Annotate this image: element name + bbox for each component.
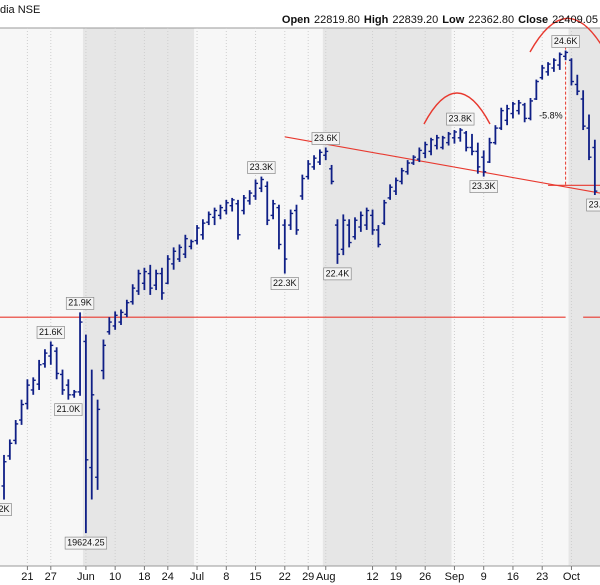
- header-value: 22362.80: [468, 14, 514, 26]
- label-box: [0, 503, 12, 516]
- x-tick-label: 9: [481, 571, 487, 583]
- x-tick-label: Jul: [190, 571, 204, 583]
- x-tick-label: 22: [279, 571, 291, 583]
- label-box: [551, 35, 580, 48]
- label-box: [247, 161, 276, 174]
- label-text: 22.3K: [273, 278, 297, 288]
- x-tick-label: 15: [249, 571, 261, 583]
- label-text: 19624.25: [67, 537, 105, 547]
- trend-line: [284, 136, 600, 194]
- point-label: 21.9K: [65, 297, 95, 310]
- label-text: 2K: [0, 504, 10, 514]
- label-text: 23.: [589, 199, 600, 209]
- label-text: 23.3K: [250, 162, 274, 172]
- label-box: [469, 180, 498, 193]
- point-label: 24.6K: [551, 35, 580, 48]
- header-label: High: [364, 14, 389, 26]
- label-box: [36, 326, 65, 339]
- label-text: 21.9K: [68, 298, 92, 308]
- point-label: 23.: [586, 198, 600, 212]
- x-tick-label: Oct: [563, 571, 580, 583]
- x-tick-label: 12: [366, 571, 378, 583]
- label-box: [586, 198, 600, 212]
- month-band: [568, 28, 600, 566]
- month-band: [322, 28, 452, 566]
- label-text: 24.6K: [554, 36, 578, 46]
- instrument-name: dia NSE: [0, 4, 40, 16]
- point-label: 22.3K: [270, 277, 299, 290]
- point-label: 21.0K: [54, 403, 83, 417]
- x-tick-label: Sep: [445, 571, 465, 583]
- label-box: [54, 403, 83, 417]
- x-tick-label: 19: [390, 571, 402, 583]
- x-tick-label: 16: [507, 571, 519, 583]
- label-text: 21.6K: [39, 327, 63, 337]
- label-text: 23.3K: [472, 181, 496, 191]
- label-box: [64, 536, 108, 550]
- point-label: 22.4K: [323, 267, 352, 281]
- background: [0, 27, 600, 567]
- label-text: 23.8K: [449, 113, 473, 123]
- point-label: 23.3K: [469, 180, 498, 193]
- x-tick-label: 24: [162, 571, 174, 583]
- point-label: 23.6K: [311, 132, 340, 145]
- x-tick-label: 29: [302, 571, 314, 583]
- month-band: [82, 28, 195, 566]
- label-text: 22.4K: [326, 268, 350, 278]
- label-box: [65, 297, 95, 310]
- x-tick-label: Aug: [316, 571, 336, 583]
- point-label: 19624.25: [64, 536, 108, 550]
- x-tick-label: 21: [21, 571, 33, 583]
- x-tick-label: 23: [536, 571, 548, 583]
- label-text: 21.0K: [57, 404, 81, 414]
- x-tick-label: 18: [138, 571, 150, 583]
- label-box: [323, 267, 352, 281]
- x-tick-label: Jun: [77, 571, 95, 583]
- header-label: Low: [442, 14, 464, 26]
- header-value: 22819.80: [314, 14, 360, 26]
- header-value: 22409.05: [552, 14, 598, 26]
- point-label: 23.3K: [247, 161, 276, 174]
- label-box: [270, 277, 299, 290]
- x-tick-label: 10: [109, 571, 121, 583]
- x-tick-label: 26: [419, 571, 431, 583]
- header-value: 22839.20: [392, 14, 438, 26]
- measure-label: -5.8%: [539, 110, 563, 120]
- label-box: [311, 132, 340, 145]
- header-label: Close: [518, 14, 548, 26]
- header-label: Open: [282, 14, 310, 26]
- pattern-arc: [529, 17, 600, 53]
- x-tick-label: 8: [223, 571, 229, 583]
- point-label: 21.6K: [36, 326, 65, 339]
- x-tick-label: 27: [45, 571, 57, 583]
- point-label: 2K: [0, 503, 12, 516]
- point-label: 23.8K: [446, 112, 475, 126]
- label-text: 23.6K: [314, 133, 338, 143]
- label-box: [446, 112, 475, 126]
- pattern-arc: [423, 92, 491, 125]
